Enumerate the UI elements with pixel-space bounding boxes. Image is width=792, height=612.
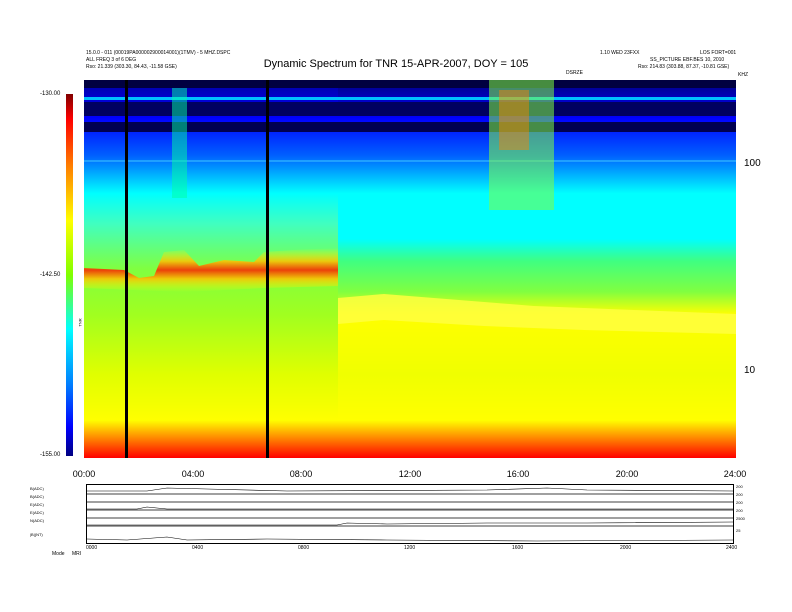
mini-rlab-3: 200 xyxy=(736,500,743,505)
trace-e1 xyxy=(87,506,733,510)
trace-n xyxy=(87,521,734,526)
mini-label-4: E(ADC) xyxy=(30,510,44,515)
mini-x-0000: 0000 xyxy=(86,545,98,551)
y-axis-unit: KHZ xyxy=(738,72,748,78)
mini-rlab-6: 25 xyxy=(736,528,741,533)
x-tick-2000: 20:00 xyxy=(615,469,639,479)
x-tick-0000: 00:00 xyxy=(72,469,96,479)
header-right-line4: Rso: 214.83 (303.88, 87.37, -10.81 GSE) xyxy=(638,64,730,70)
header-right-line1: 1.10 WED 23FXX xyxy=(600,50,640,56)
mini-x-2400: 2400 xyxy=(726,545,738,551)
trace-b xyxy=(86,536,734,542)
dark-band-2 xyxy=(84,122,736,132)
header-right-line3: SS_PICTURE EBF.BES 10, 2010 xyxy=(650,57,725,63)
header-right-line2: LOS FORT=001 xyxy=(700,50,737,56)
plasma-line-after-shift xyxy=(338,294,736,334)
mini-rlab-2: 200 xyxy=(736,492,743,497)
trace-b1 xyxy=(87,487,734,492)
header-mid-small: DSRZE xyxy=(566,70,583,76)
mini-x-1600: 1600 xyxy=(512,545,524,551)
mini-label-2: B(ADC) xyxy=(30,494,44,499)
cyan-line-1 xyxy=(84,97,736,100)
mode-value: MRI xyxy=(72,551,82,557)
mini-rlab-5: 2500 xyxy=(736,516,745,521)
colorbar-gradient xyxy=(66,94,73,456)
mini-x-0800: 0800 xyxy=(298,545,310,551)
mini-rlab-4: 200 xyxy=(736,508,743,513)
mini-x-1200: 1200 xyxy=(404,545,416,551)
x-tick-1600: 16:00 xyxy=(506,469,530,479)
mini-rlab-1: 200 xyxy=(736,484,743,489)
x-tick-0400: 04:00 xyxy=(181,469,205,479)
colorbar-bottom-label: -155.00 xyxy=(40,452,61,458)
x-tick-2400: 24:00 xyxy=(723,469,747,479)
cyan-line-2 xyxy=(84,160,736,162)
mini-label-3: E(ADC) xyxy=(30,502,44,507)
mini-x-0400: 0400 xyxy=(192,545,204,551)
burst-region xyxy=(489,80,554,210)
spectrogram xyxy=(84,80,736,458)
header-left-line2: ALL FREQ 3 of 6 DEG xyxy=(86,57,137,63)
colorbar-top-label: -130.00 xyxy=(40,91,61,97)
plasma-line-before-shift xyxy=(84,248,338,292)
burst-left xyxy=(172,88,187,198)
mini-x-2000: 2000 xyxy=(620,545,632,551)
mini-label-6: |B|(NT) xyxy=(30,532,43,537)
dark-band-1 xyxy=(84,102,736,116)
mini-label-1: B(ADC) xyxy=(30,486,44,491)
burst-core xyxy=(499,90,529,150)
colorbar xyxy=(66,94,73,456)
x-tick-0800: 08:00 xyxy=(289,469,313,479)
header-left-line3: Rso: 21.339 (303.30, 84.43, -11.58 GSE) xyxy=(86,64,177,70)
dark-band-top xyxy=(84,80,736,88)
colorbar-unit-label: TNR xyxy=(77,318,83,327)
y-tick-100: 100 xyxy=(744,158,761,169)
y-tick-10: 10 xyxy=(744,365,756,376)
mini-panels-traces xyxy=(86,487,734,542)
chart-title: Dynamic Spectrum for TNR 15-APR-2007, DO… xyxy=(263,58,529,70)
colorbar-mid-label: -142.50 xyxy=(40,272,61,278)
x-tick-1200: 12:00 xyxy=(398,469,422,479)
mini-label-5: N(ADC) xyxy=(30,518,44,523)
mode-label: Mode xyxy=(52,551,65,557)
header-left-line1: 15.0.0 - 011 (00019PA000002900014001)(1T… xyxy=(86,50,231,56)
data-gap-2 xyxy=(266,80,269,458)
mini-panels-frame xyxy=(86,484,734,544)
data-gap-1 xyxy=(125,80,128,458)
